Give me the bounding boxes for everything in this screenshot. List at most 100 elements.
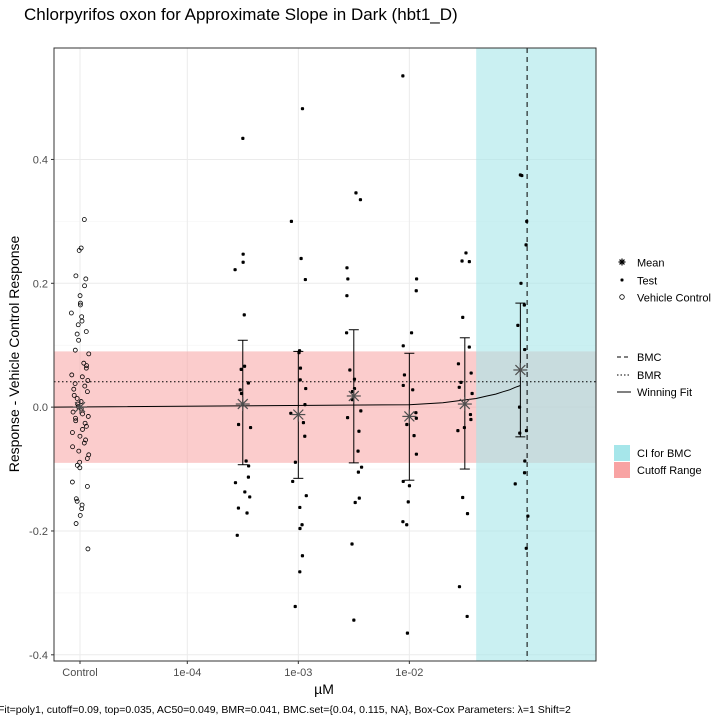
vehicle-control-point — [72, 381, 78, 387]
test-point — [405, 523, 409, 527]
mean-star-stroke — [237, 398, 249, 410]
test-point — [300, 107, 305, 111]
test-point — [524, 429, 529, 433]
test-point — [456, 362, 461, 366]
y-tick-label: -0.4 — [29, 650, 48, 662]
test-point — [457, 385, 461, 389]
test-point — [524, 546, 528, 550]
chart-title: Chlorpyrifos oxon for Approximate Slope … — [24, 5, 458, 24]
vehicle-control-point — [81, 217, 87, 222]
test-point — [414, 452, 419, 456]
test-point — [299, 256, 303, 261]
test-point — [357, 496, 361, 500]
test-point — [414, 277, 419, 281]
vehicle-control-point — [68, 310, 74, 316]
legend-item-solid: Winning Fit — [617, 387, 692, 399]
test-point — [401, 479, 405, 484]
test-point — [298, 366, 303, 370]
test-point — [243, 490, 247, 494]
test-point — [468, 412, 473, 417]
vehicle-control-point — [85, 378, 91, 383]
vehicle-control-point — [80, 427, 85, 432]
test-point — [246, 381, 250, 385]
y-tick-label: -0.2 — [29, 526, 48, 538]
vehicle-control-point — [78, 300, 83, 306]
vehicle-control-point — [83, 423, 89, 429]
test-point — [464, 251, 468, 255]
vehicle-control-point — [81, 360, 87, 366]
mean-star-stroke — [74, 401, 86, 413]
mean-marker — [402, 409, 417, 424]
mean-marker — [235, 397, 250, 412]
mean-marker — [457, 397, 472, 412]
legend-item-asterisk: Mean — [618, 258, 665, 270]
x-tick-label: 1e-02 — [395, 667, 423, 679]
vehicle-control-point — [76, 337, 82, 343]
vehicle-control-point — [83, 276, 89, 282]
vehicle-control-point — [74, 498, 80, 504]
mean-star-stroke — [514, 364, 526, 376]
vehicle-control-point — [83, 437, 88, 443]
legend-label: Cutoff Range — [637, 465, 702, 477]
test-point — [401, 520, 405, 524]
vehicle-control-point — [79, 506, 85, 512]
vehicle-control-point — [84, 456, 90, 461]
test-point — [465, 512, 470, 516]
vehicle-control-point — [69, 479, 75, 485]
test-point — [522, 471, 527, 475]
legend-label: BMC — [637, 352, 662, 364]
vehicle-control-point — [75, 322, 81, 328]
x-tick-label: 1e-04 — [173, 667, 201, 679]
test-point — [300, 554, 305, 558]
y-axis-title: Response - Vehicle Control Response — [6, 235, 22, 472]
chart-footnote: Fit=poly1, cutoff=0.09, top=0.035, AC50=… — [0, 704, 571, 716]
mean-marker — [513, 362, 528, 377]
test-point — [248, 425, 253, 430]
legend-label: Mean — [637, 258, 665, 270]
mean-marker — [346, 388, 361, 403]
panel-border — [53, 47, 597, 662]
vehicle-control-point — [85, 414, 91, 419]
test-point — [247, 464, 251, 468]
vehicle-control-point — [76, 248, 82, 253]
vehicle-control-point — [74, 396, 80, 401]
test-point — [238, 388, 242, 392]
legend-label: Winning Fit — [637, 387, 692, 399]
test-point — [235, 533, 239, 537]
test-point — [291, 479, 295, 484]
test-point — [405, 631, 410, 635]
test-point — [239, 367, 243, 371]
vehicle-control-point — [85, 546, 91, 552]
vehicle-control-point — [82, 420, 88, 426]
test-point — [298, 378, 302, 382]
test-point — [414, 289, 418, 293]
vehicle-control-point — [74, 331, 80, 337]
y-tick-label: 0.4 — [33, 154, 48, 166]
legend-item-fill: CI for BMC — [614, 445, 691, 461]
vehicle-control-point — [77, 302, 83, 308]
means — [73, 302, 528, 481]
legend-label: BMR — [637, 370, 662, 382]
test-point — [352, 618, 356, 622]
test-point — [241, 260, 245, 264]
vehicle-control-point — [84, 363, 89, 369]
winning-fit-curve — [53, 385, 521, 408]
test-point — [236, 422, 241, 427]
test-point — [467, 345, 471, 349]
legend-item-fill: Cutoff Range — [614, 462, 702, 478]
test-point — [402, 373, 407, 377]
mean-star-stroke — [619, 259, 625, 265]
plot-panel — [53, 47, 597, 662]
test-point — [469, 417, 473, 422]
legend-key-vehicle-control — [619, 294, 625, 300]
test-point — [460, 259, 464, 263]
test-point — [459, 380, 463, 384]
test-point — [293, 604, 297, 609]
test-point — [241, 252, 245, 256]
vehicle-control-point — [70, 444, 75, 450]
test-point — [353, 500, 357, 505]
test-point — [469, 371, 473, 375]
test-point — [233, 268, 237, 272]
vehicle-control-point — [73, 273, 79, 279]
vehicle-control-point — [79, 374, 85, 380]
